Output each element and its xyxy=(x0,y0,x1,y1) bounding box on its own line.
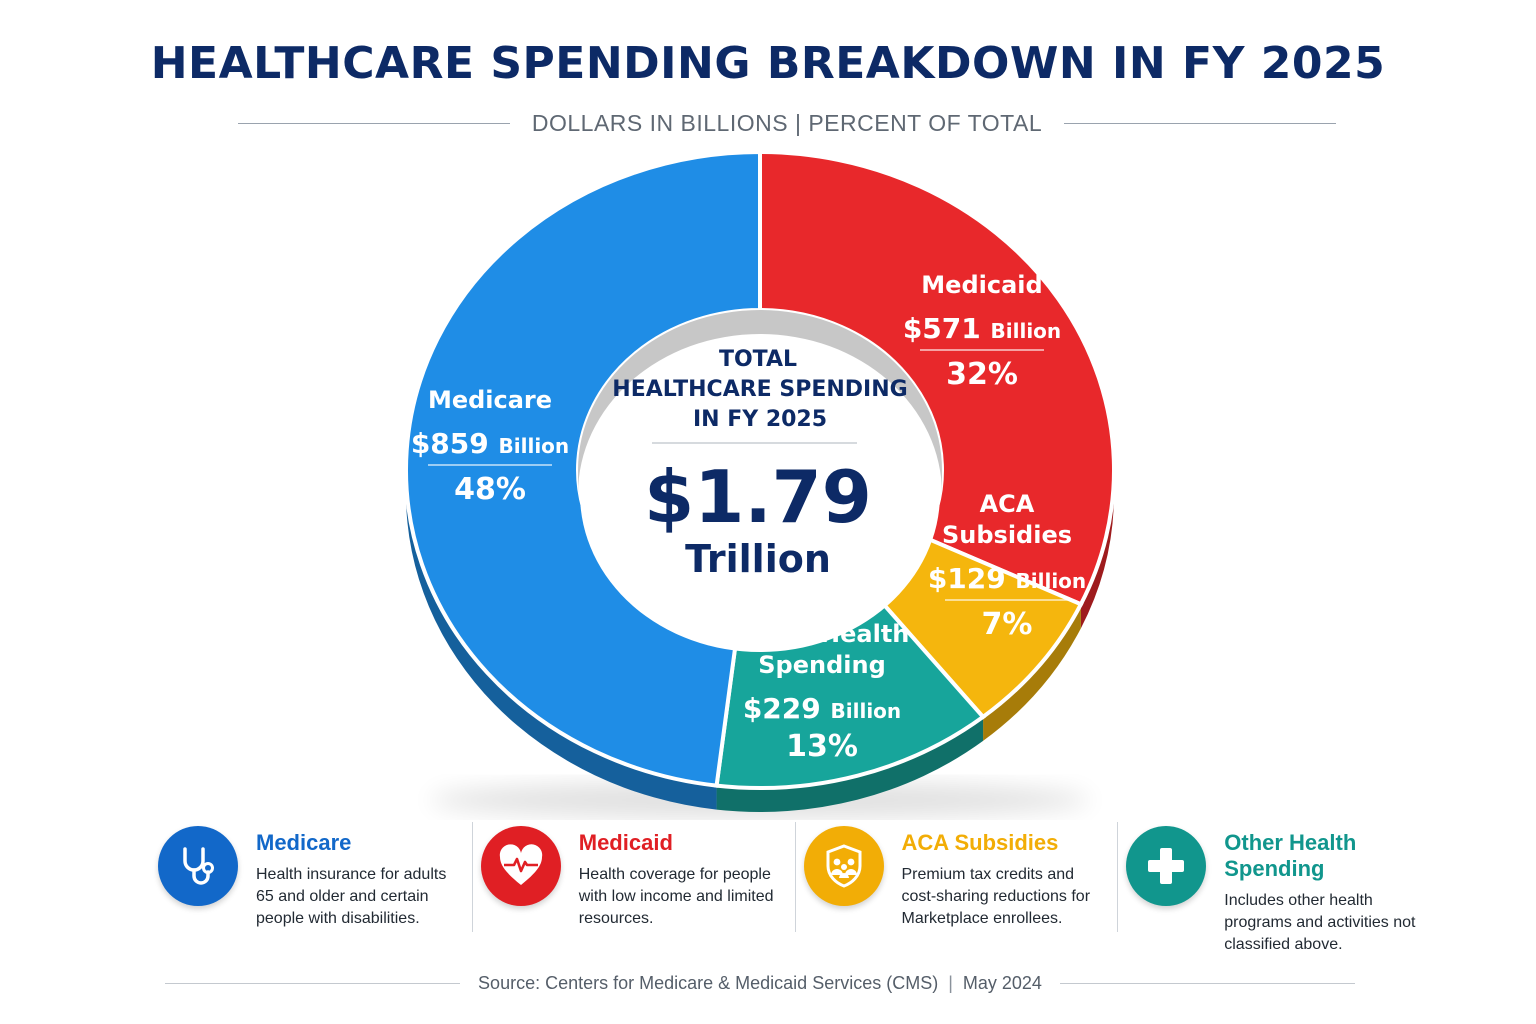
legend-icon-circle xyxy=(1126,826,1207,906)
slice-label-medicare: Medicare xyxy=(428,386,552,414)
slice-tops xyxy=(404,149,1116,790)
stethoscope-icon xyxy=(183,847,214,885)
legend-icon-circle xyxy=(803,826,884,906)
source-row: Source: Centers for Medicare & Medicaid … xyxy=(165,968,1355,998)
heart-pulse-icon xyxy=(499,844,542,885)
donut-hole-floor xyxy=(580,336,940,652)
slice-label-other-health-spending: Other Health xyxy=(735,620,910,648)
legend-item-aca: ACA Subsidies Premium tax credits and co… xyxy=(796,822,1119,932)
center-line-2: HEALTHCARE SPENDING xyxy=(612,377,907,402)
slice-percent-other-health-spending: 13% xyxy=(786,729,858,764)
legend-title: Medicare xyxy=(256,830,352,855)
legend-title: Other Health Spending xyxy=(1224,830,1357,881)
family-shield-icon xyxy=(826,844,861,888)
slice-label-medicaid: Medicaid xyxy=(921,271,1042,299)
legend-text: Other Health Spending Includes other hea… xyxy=(1224,826,1432,956)
legend-item-medicare: Medicare Health insurance for adults 65 … xyxy=(150,822,473,932)
source-separator: | xyxy=(948,972,953,993)
plus-icon xyxy=(1148,848,1185,884)
center-line-3: IN FY 2025 xyxy=(693,407,827,432)
legend-text: Medicare Health insurance for adults 65 … xyxy=(256,826,456,930)
legend-description: Health insurance for adults 65 and older… xyxy=(256,866,447,927)
slice-medicaid xyxy=(758,149,1116,607)
slice-amount-other-health-spending: $229 Billion xyxy=(743,692,901,725)
source-text: Source: Centers for Medicare & Medicaid … xyxy=(478,972,939,993)
slice-side-medicare xyxy=(406,470,717,810)
chart-subtitle: DOLLARS IN BILLIONS | PERCENT OF TOTAL xyxy=(531,109,1043,136)
source-note: Source: Centers for Medicare & Medicaid … xyxy=(460,973,1060,994)
source-rule-right xyxy=(1059,982,1355,984)
center-total-unit: Trillion xyxy=(685,537,831,581)
slice-amount-aca-subsidies: $129 Billion xyxy=(928,562,1086,595)
source-date: May 2024 xyxy=(962,972,1042,993)
chart-title: HEALTHCARE SPENDING BREAKDOWN IN FY 2025 xyxy=(150,38,1386,89)
slice-percent-medicaid: 32% xyxy=(946,357,1018,392)
slice-amount-medicaid: $571 Billion xyxy=(903,312,1061,345)
center-total: TOTAL HEALTHCARE SPENDING IN FY 2025 $1.… xyxy=(612,347,907,581)
slice-side-aca-subsidies xyxy=(983,604,1081,741)
legend-title: Medicaid xyxy=(578,830,673,855)
subtitle-row: DOLLARS IN BILLIONS | PERCENT OF TOTAL xyxy=(238,108,1336,138)
slice-percent-medicare: 48% xyxy=(454,472,526,507)
slice-label-aca-subsidies: ACA xyxy=(980,490,1035,518)
legend-description: Premium tax credits and cost-sharing red… xyxy=(901,866,1091,927)
slice-label-other-health-spending: Spending xyxy=(758,651,886,679)
center-total-amount: $1.79 xyxy=(644,455,872,539)
legend-item-medicaid: Medicaid Health coverage for people with… xyxy=(473,822,796,932)
legend-description: Health coverage for people with low inco… xyxy=(578,866,774,927)
legend-text: ACA Subsidies Premium tax credits and co… xyxy=(902,826,1102,930)
subtitle-rule-left xyxy=(238,122,510,124)
legend-description: Includes other health programs and activ… xyxy=(1224,892,1416,953)
legend-icon-circle xyxy=(158,826,238,906)
legend-icon-circle xyxy=(480,826,561,906)
legend-item-other: Other Health Spending Includes other hea… xyxy=(1118,822,1440,953)
center-line-1: TOTAL xyxy=(719,347,797,372)
subtitle-rule-right xyxy=(1064,122,1336,124)
slice-percent-aca-subsidies: 7% xyxy=(982,607,1033,642)
legend-title: ACA Subsidies xyxy=(901,830,1059,855)
legend-text: Medicaid Health coverage for people with… xyxy=(579,826,779,930)
donut-chart: Medicaid $571 Billion 32% ACA Subsidies $129 … xyxy=(404,149,1116,818)
source-rule-left xyxy=(165,982,461,984)
slice-label-aca-subsidies: Subsidies xyxy=(942,521,1072,549)
legend: Medicare Health insurance for adults 65 … xyxy=(150,822,1440,953)
slice-amount-medicare: $859 Billion xyxy=(411,427,569,460)
slice-labels: Medicaid $571 Billion 32% ACA Subsidies $129 … xyxy=(411,271,1086,764)
